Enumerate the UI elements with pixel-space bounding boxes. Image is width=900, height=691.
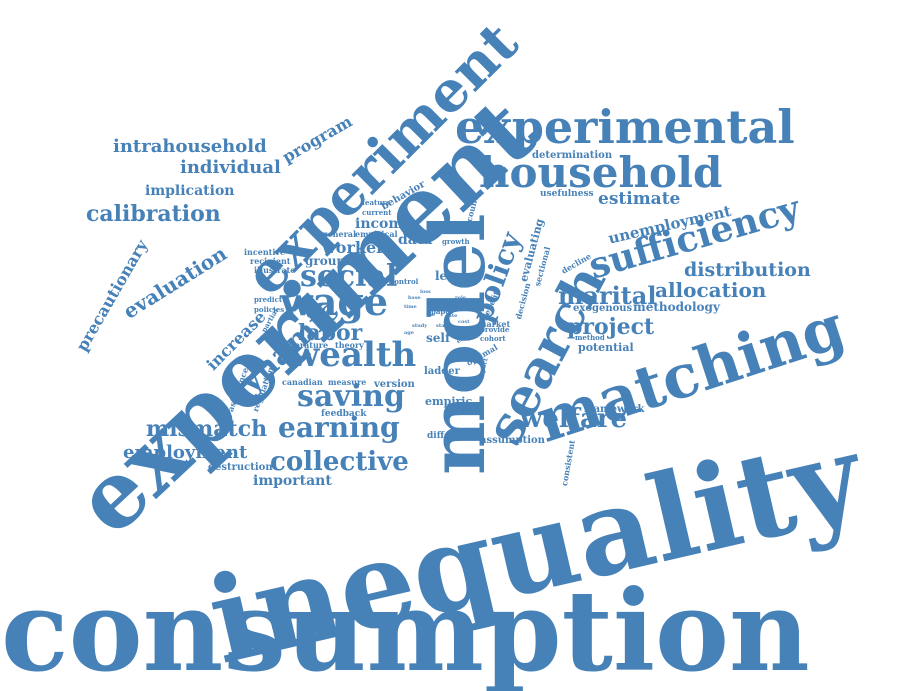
word-self: self — [426, 331, 451, 345]
word-household: household — [479, 148, 723, 197]
word-theory: theory — [335, 340, 364, 350]
word-labor: labor — [298, 320, 363, 346]
word-state: state — [436, 323, 450, 329]
word-income: income — [355, 216, 413, 232]
word-cohort: cohort — [480, 334, 506, 343]
word-important: important — [253, 473, 332, 489]
word-welfare: welfare — [520, 404, 628, 434]
word-cross: cross — [436, 302, 454, 309]
word-earning: earning — [278, 411, 400, 444]
word-estimate: estimate — [598, 189, 681, 209]
word-worker: worker — [322, 238, 385, 257]
word-age: age — [404, 330, 414, 336]
word-intrahousehold: intrahousehold — [113, 136, 267, 157]
word-saving: saving — [297, 379, 405, 414]
word-paper: paper — [431, 307, 454, 316]
word-ladder: ladder — [424, 366, 460, 377]
word-provide: provide — [480, 325, 510, 334]
word-marital: marital — [558, 281, 657, 310]
word-project: project — [567, 314, 655, 340]
word-current: current — [362, 208, 392, 217]
word-role: role — [455, 295, 467, 301]
word-group: group — [305, 254, 345, 268]
word-time: time — [404, 304, 417, 310]
word-control: control — [390, 277, 419, 286]
word-assumption: assumption — [480, 435, 545, 446]
word-exogenous: exogenous — [573, 303, 633, 314]
word-policies: policies — [254, 305, 285, 314]
word-wealth: wealth — [290, 335, 417, 375]
word-framework: framework — [584, 404, 645, 415]
word-methodology: methodology — [633, 300, 720, 314]
word-feedback: feedback — [321, 409, 367, 419]
word-canadian: canadian — [282, 377, 323, 387]
word-wage: wage — [280, 279, 389, 324]
word-determination: determination — [532, 150, 613, 161]
word-implication: implication — [145, 183, 235, 199]
word-different: different — [427, 431, 471, 441]
word-rate: rate — [446, 313, 458, 319]
word-recipient: recipient — [250, 256, 291, 266]
word-loss: loss — [420, 289, 431, 295]
word-the: the — [426, 312, 436, 318]
word-level: level — [435, 269, 467, 283]
word-market: market — [478, 319, 511, 329]
word-potential: potential — [578, 341, 634, 354]
word-labor-small: labor — [448, 305, 463, 311]
word-empirical: empirical — [355, 229, 398, 239]
word-literature: literature — [285, 340, 329, 350]
word-individual: individual — [180, 157, 281, 178]
word-employment: employment — [123, 442, 248, 463]
word-predict: predict — [254, 295, 283, 304]
word-experimental: experimental — [455, 100, 795, 154]
word-version: version — [374, 379, 415, 390]
word-general: general — [322, 229, 357, 239]
word-distribution: distribution — [684, 259, 811, 281]
word-base: base — [408, 295, 421, 301]
word-growth: growth — [442, 237, 470, 246]
word-decision: decision — [513, 281, 533, 321]
word-feature: feature — [362, 198, 391, 207]
word-allocation: allocation — [655, 278, 767, 302]
word-cost: cost — [458, 319, 470, 325]
word-empiric: empiric — [425, 395, 473, 408]
word-study: study — [412, 323, 428, 329]
word-data: data — [398, 232, 433, 248]
word-method: method — [575, 333, 605, 342]
word-social: social — [300, 259, 398, 294]
word-illustrate: illustrate — [254, 265, 296, 275]
word-consumption: consumption — [1, 567, 810, 691]
word-collective: collective — [270, 447, 409, 477]
word-destruction: destruction — [208, 462, 273, 473]
word-measure: measure — [328, 377, 367, 387]
word-calibration: calibration — [86, 201, 221, 227]
word-incentive: incentive — [244, 247, 286, 257]
word-usefulness: usefulness — [540, 189, 594, 199]
word-mismatch: mismatch — [146, 416, 268, 442]
